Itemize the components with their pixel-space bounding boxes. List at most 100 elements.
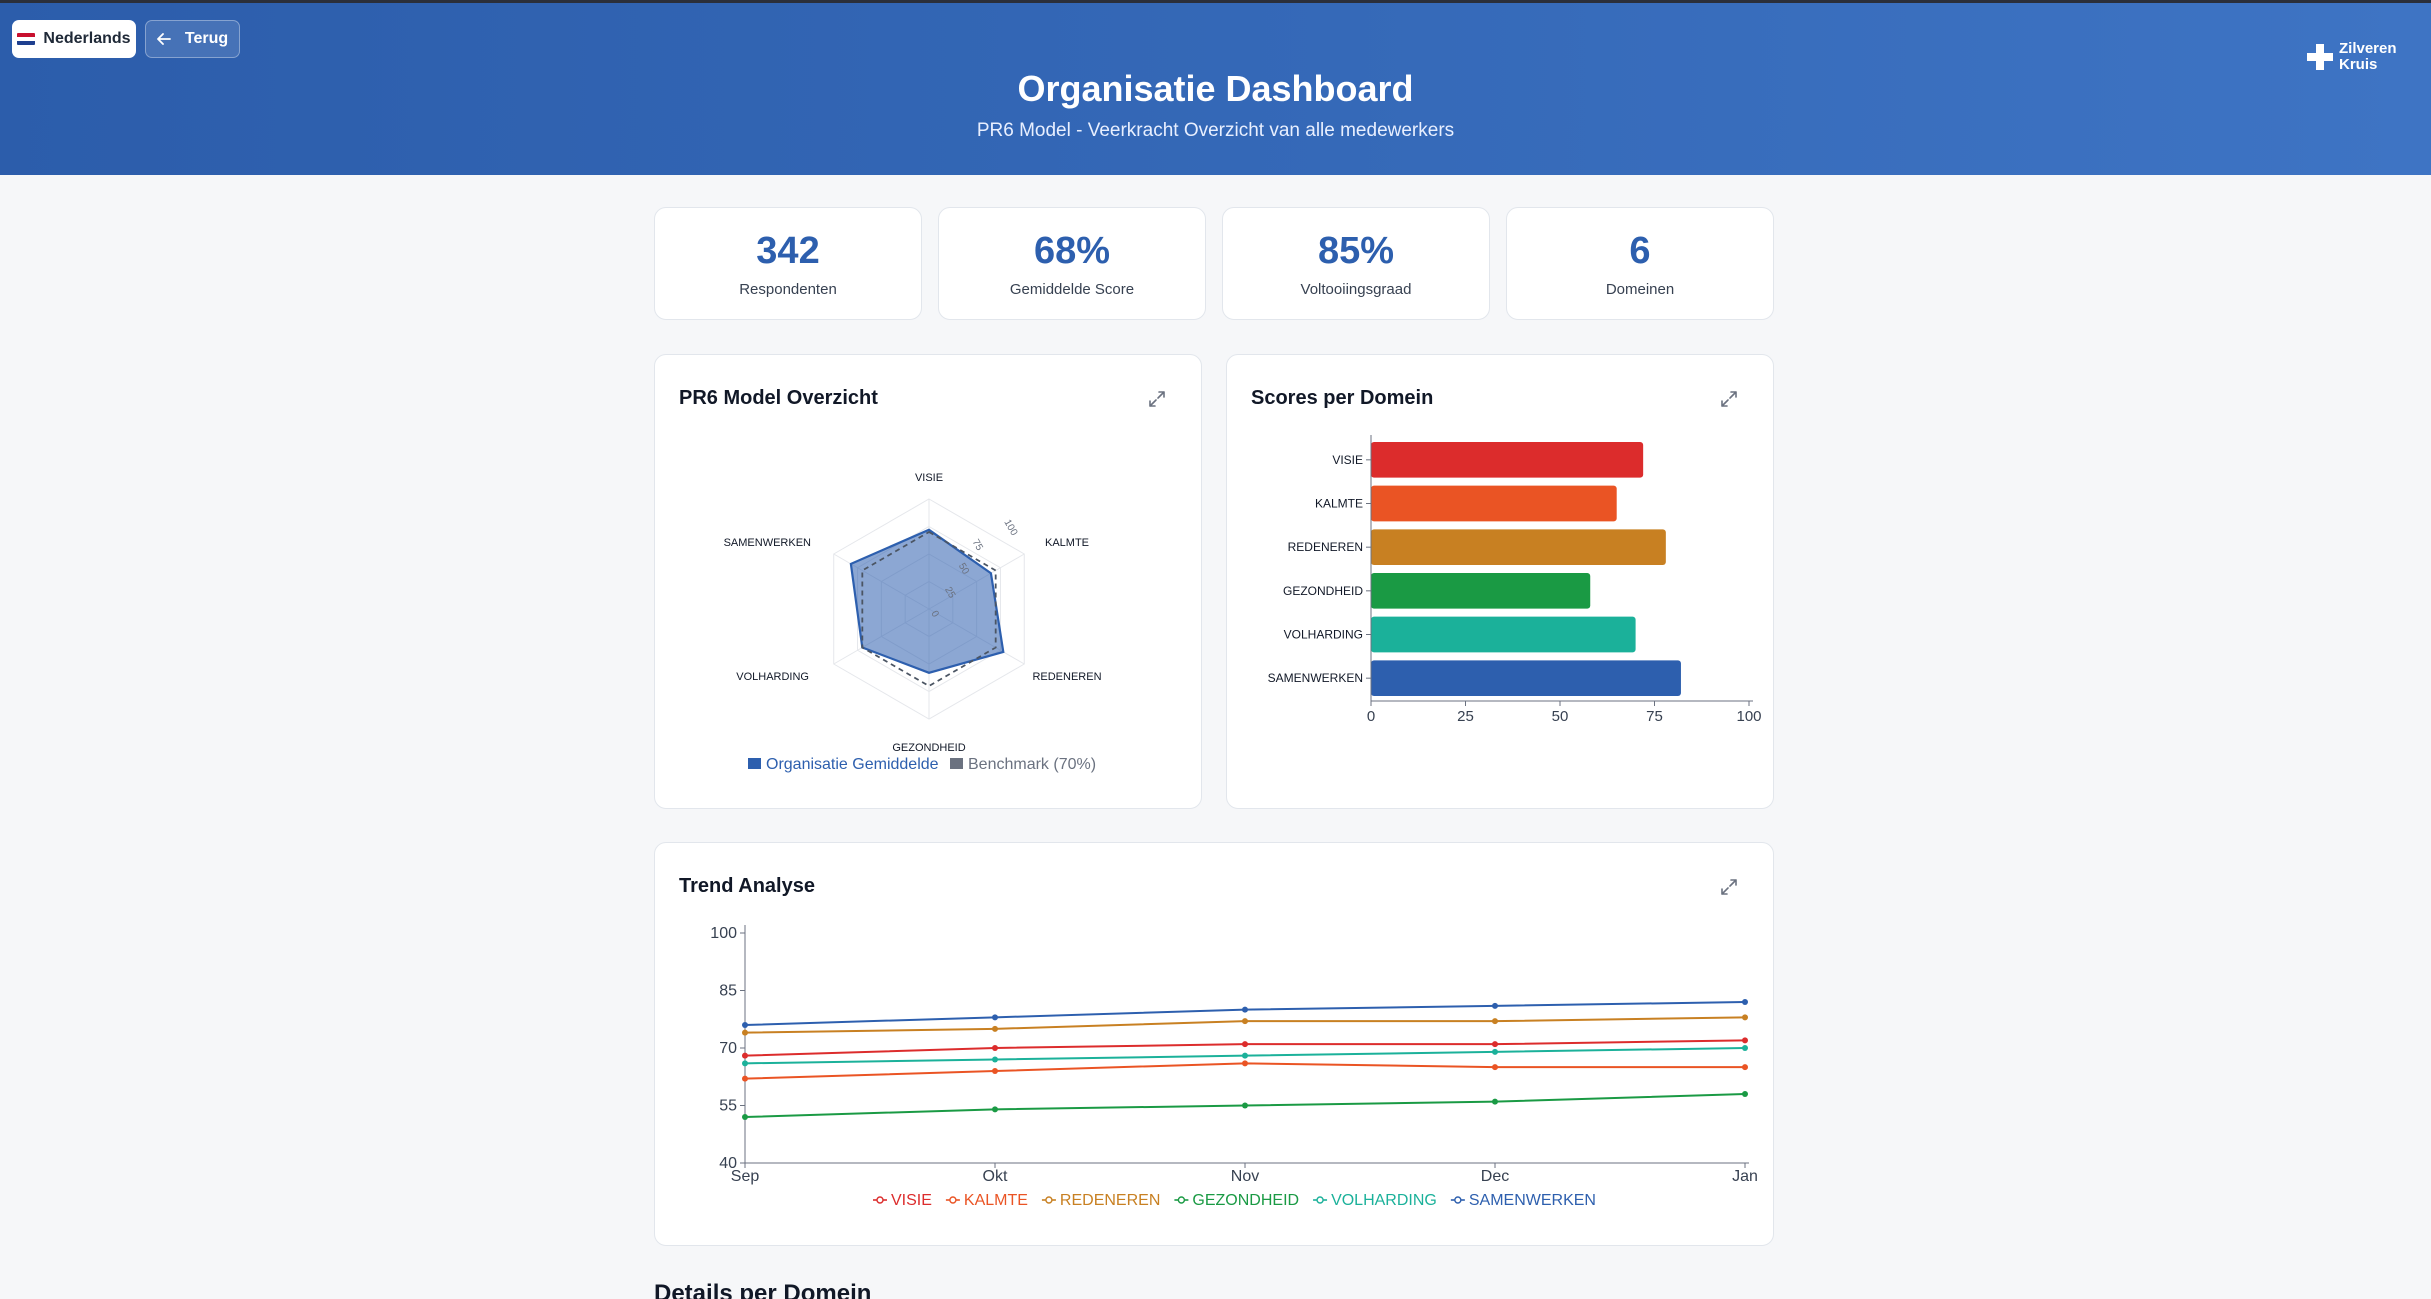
data-point [1242, 1060, 1248, 1067]
line-chart: 40 55 70 85 100 Sep Okt Nov Dec Jan VISIE KALMTE RED… [710, 925, 1758, 1209]
legend-marker [1454, 1196, 1462, 1204]
data-point [1742, 1064, 1748, 1071]
arrow-left-icon [156, 33, 171, 45]
expand-icon[interactable] [1147, 389, 1167, 409]
back-button[interactable]: Terug [145, 20, 240, 58]
legend-label: VISIE [891, 1192, 932, 1209]
netherlands-flag-icon [17, 33, 36, 45]
y-tick-label: 85 [719, 983, 737, 1000]
back-label: Terug [184, 30, 229, 47]
data-point [992, 1025, 998, 1032]
data-point [992, 1056, 998, 1063]
bar [1371, 616, 1636, 653]
legend-swatch [748, 758, 761, 769]
logo-text-line1: Zilveren [2339, 40, 2397, 57]
page-subtitle: PR6 Model - Veerkracht Overzicht van all… [976, 120, 1455, 141]
y-tick-label: REDENEREN [1288, 540, 1363, 554]
radar-axis-label: SAMENWERKEN [724, 537, 811, 549]
stat-value: 68% [1033, 230, 1111, 272]
company-logo[interactable]: Zilveren Kruis [2307, 41, 2397, 73]
radar-chart-card: PR6 Model Overzicht 0 25 50 75 100 VISIE KALMT… [654, 354, 1202, 809]
page-header: Nederlands Terug Organisatie Dashboard P… [0, 3, 2431, 175]
radar-axis-label: KALMTE [1045, 537, 1089, 549]
data-point [1242, 1041, 1248, 1048]
radar-chart: 025 50 75 100 VISIE KALMTE REDENEREN GEZONDHEID… [724, 472, 1102, 773]
legend-marker [876, 1196, 884, 1204]
x-tick-label: Nov [1231, 1168, 1259, 1185]
x-tick-label: 100 [1736, 708, 1761, 725]
card-title: PR6 Model Overzicht [679, 387, 878, 409]
window-top-border [0, 0, 2431, 3]
bar [1371, 573, 1591, 609]
stat-card-respondents: 342 Respondenten [654, 207, 922, 320]
data-point [992, 1045, 998, 1051]
y-tick-label: VISIE [1332, 453, 1363, 467]
radar-tick-label: 75 [970, 538, 985, 554]
cross-logo-icon [2307, 44, 2333, 70]
stat-label: Respondenten [739, 281, 837, 298]
data-point [742, 1029, 748, 1036]
data-point [742, 1052, 748, 1059]
radar-tick-label: 50 [956, 561, 971, 577]
stat-value: 6 [1629, 230, 1651, 272]
x-tick-label: 50 [1552, 708, 1569, 725]
data-point [1742, 1091, 1748, 1097]
data-point [742, 1075, 748, 1082]
legend-label: SAMENWERKEN [1469, 1192, 1596, 1209]
radar-tick-label: 25 [942, 585, 957, 601]
data-point [1242, 1052, 1248, 1059]
y-tick-label: 70 [719, 1040, 737, 1057]
legend-label: KALMTE [964, 1192, 1028, 1209]
data-point [1492, 1041, 1498, 1048]
radar-series-benchmark [861, 530, 997, 688]
expand-icon[interactable] [1719, 389, 1739, 409]
x-tick-label: Sep [731, 1168, 760, 1185]
legend-label: Organisatie Gemiddelde [766, 756, 939, 773]
legend-label: REDENEREN [1060, 1192, 1160, 1209]
trend-chart-card: Trend Analyse 40 55 70 85 100 Sep Okt Nov Dec Jan… [654, 842, 1774, 1246]
data-point [1742, 1037, 1748, 1044]
data-point [1492, 1018, 1498, 1025]
bar-chart: VISIE KALMTE REDENEREN GEZONDHEID VOLHARDING… [1268, 435, 1762, 725]
page-title: Organisatie Dashboard [1017, 68, 1414, 109]
legend-marker [949, 1196, 957, 1204]
radar-axis-label: REDENEREN [1032, 671, 1101, 683]
x-tick-label: 25 [1457, 708, 1474, 725]
bar [1371, 660, 1681, 696]
data-point [1742, 999, 1748, 1005]
x-tick-label: 0 [1367, 708, 1375, 725]
legend-marker [1177, 1196, 1186, 1204]
radar-series-organisation [849, 528, 1005, 674]
x-tick-label: 75 [1646, 708, 1663, 725]
radar-axis-label: VISIE [915, 472, 943, 484]
x-tick-label: Jan [1732, 1168, 1758, 1185]
y-tick-label: GEZONDHEID [1283, 584, 1363, 598]
expand-icon[interactable] [1719, 877, 1739, 897]
legend-label: Benchmark (70%) [968, 756, 1096, 773]
data-point [742, 1022, 748, 1028]
bar [1371, 442, 1644, 478]
data-point [742, 1114, 748, 1120]
data-point [1742, 1045, 1748, 1051]
language-button[interactable]: Nederlands [12, 20, 136, 58]
y-tick-label: VOLHARDING [1284, 628, 1363, 642]
data-point [992, 1014, 998, 1021]
radar-axis-label: GEZONDHEID [892, 742, 965, 754]
data-point [1242, 1102, 1248, 1109]
data-point [1492, 1064, 1498, 1071]
legend-swatch [950, 758, 963, 769]
data-point [1742, 1014, 1748, 1021]
data-point [1492, 1002, 1498, 1009]
stat-card-domains: 6 Domeinen [1506, 207, 1774, 320]
stat-label: Voltooiingsgraad [1300, 281, 1412, 298]
radar-tick-label: 100 [1001, 518, 1019, 538]
bar [1371, 485, 1617, 522]
data-point [992, 1106, 998, 1113]
language-label: Nederlands [43, 30, 131, 47]
card-title: Trend Analyse [679, 875, 815, 897]
data-point [1242, 1018, 1248, 1025]
x-tick-label: Dec [1481, 1168, 1509, 1185]
stat-label: Domeinen [1605, 281, 1675, 298]
legend-marker [1316, 1196, 1324, 1204]
bar [1371, 529, 1666, 565]
